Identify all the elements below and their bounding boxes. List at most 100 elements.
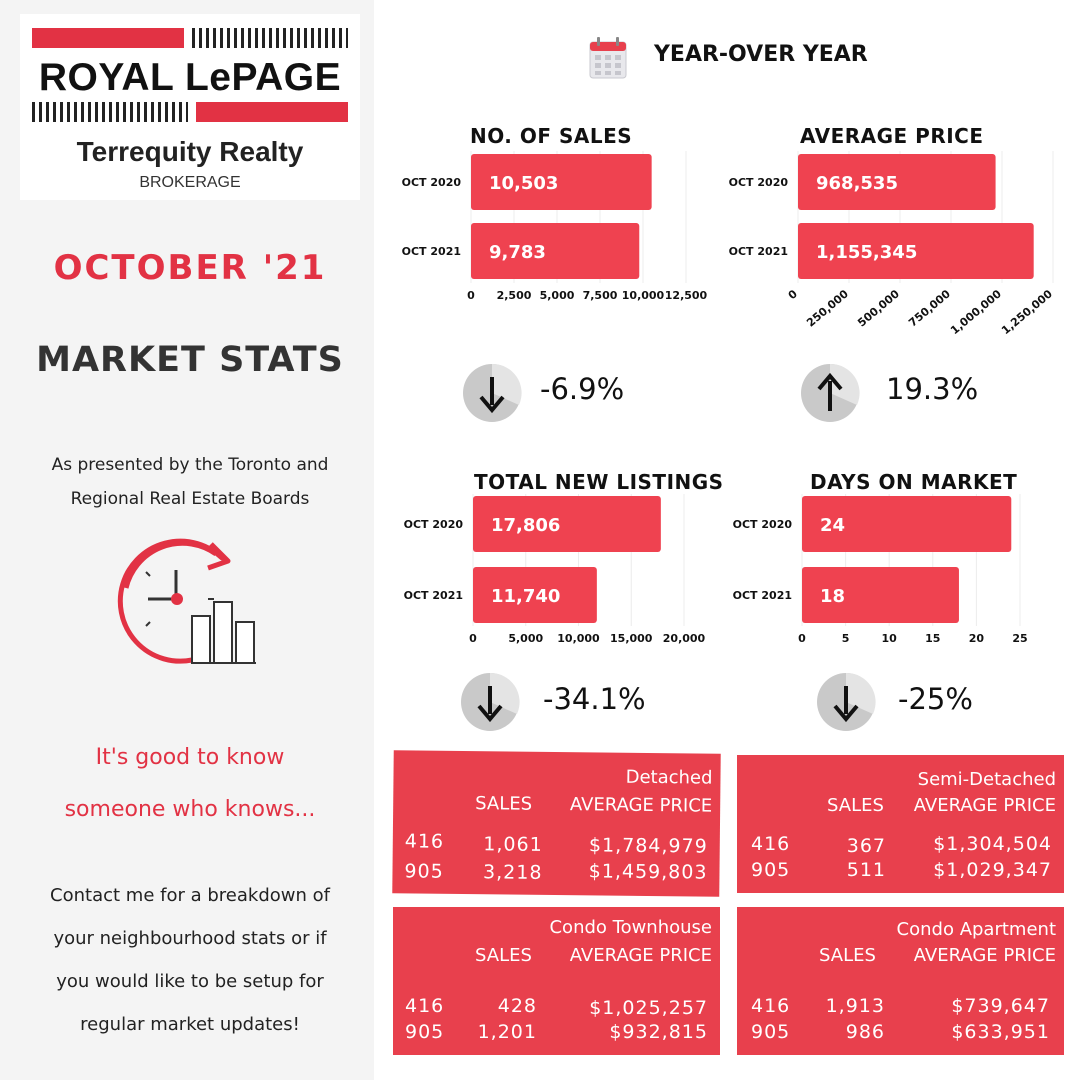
category-label: OCT 2020 [729,176,789,189]
bar [473,496,661,552]
change-price: 19.3% [886,372,979,406]
col-sales-header: SALES [827,795,884,816]
sales-value: 428 [497,995,537,1017]
tick-label: 10,000 [557,632,600,645]
logo-wordmark: ROYAL LePAGE [38,56,342,99]
region-label: 416 [404,830,445,853]
region-label: 416 [751,995,791,1017]
section-title: YEAR-OVER YEAR [654,42,868,67]
logo-stripes-top [192,28,348,48]
sales-value: 3,218 [482,861,543,884]
tick-label: 0 [786,287,800,302]
tick-label: 750,000 [906,287,953,329]
logo-red-bar-top [32,28,184,48]
bar-value-label: 968,535 [816,173,898,194]
region-label: 905 [751,859,791,881]
logo-stripes-bottom [32,102,188,122]
col-price-header: AVERAGE PRICE [913,795,1056,816]
price-value: $1,025,257 [589,997,708,1019]
tick-label: 1,000,000 [948,287,1004,337]
sales-value: 367 [846,835,886,857]
change-sales: -6.9% [540,372,625,406]
bar-value-label: 11,740 [491,586,560,607]
tagline: It's good to know someone who knows... [0,732,380,836]
col-sales-header: SALES [819,945,876,966]
logo-company: Terrequity Realty [76,136,304,167]
tick-label: 20 [969,632,985,645]
tick-label: 5,000 [540,289,575,302]
segment-card-semi-detached: Semi-Detached SALES AVERAGE PRICE 416 36… [737,755,1064,893]
clock-chart-icon [117,538,256,664]
chart-days-on-market: 24 OCT 2020 18 OCT 2021 0 5 10 15 20 25 [733,494,1028,645]
category-label: OCT 2020 [733,518,793,531]
bar-value-label: 10,503 [489,173,558,194]
region-label: 905 [404,860,444,883]
tick-label: 20,000 [663,632,706,645]
logo-red-bar-bottom [196,102,348,122]
down-arrow-icon [817,672,876,731]
tick-label: 500,000 [855,287,902,329]
segment-name: Condo Townhouse [549,917,712,938]
down-arrow-icon [463,363,522,422]
price-value: $739,647 [951,995,1050,1017]
chart-title-dom: DAYS ON MARKET [810,470,1018,494]
price-value: $932,815 [609,1021,708,1043]
sales-value: 1,913 [825,995,885,1017]
tick-label: 7,500 [583,289,618,302]
tick-label: 1,250,000 [999,287,1055,337]
tick-label: 15,000 [610,632,653,645]
tagline-line-1: It's good to know [95,745,285,770]
change-days-on-market: -25% [898,682,973,716]
chart-sales: 10,503 OCT 2020 9,783 OCT 2021 0 2,500 5,000 7,… [402,151,708,302]
col-sales-header: SALES [475,793,533,815]
col-price-header: AVERAGE PRICE [569,794,713,817]
bar [798,154,996,210]
bar-value-label: 24 [820,515,845,536]
segment-card-condo-apartment: Condo Apartment SALES AVERAGE PRICE 416 … [737,907,1064,1055]
category-label: OCT 2021 [402,245,461,258]
bar-value-label: 18 [820,586,845,607]
category-label: OCT 2021 [733,589,792,602]
segment-name: Detached [625,766,713,789]
segment-name: Condo Apartment [896,919,1056,940]
sales-value: 511 [846,859,886,881]
region-label: 416 [405,995,445,1017]
chart-title-listings: TOTAL NEW LISTINGS [474,470,724,494]
bar-value-label: 9,783 [489,242,546,263]
sales-value: 1,201 [477,1021,537,1043]
region-label: 416 [751,833,791,855]
tagline-line-2: someone who knows... [64,797,316,822]
source-note: As presented by the Toronto and Regional… [10,448,370,516]
page-title: MARKET STATS [36,340,344,380]
logo-brokerage: BROKERAGE [139,174,241,191]
tick-label: 0 [798,632,806,645]
tick-label: 12,500 [665,289,708,302]
price-value: $1,784,979 [588,834,708,858]
tick-label: 250,000 [804,287,851,329]
tick-label: 5,000 [508,632,543,645]
sales-value: 1,061 [483,833,543,856]
category-label: OCT 2021 [404,589,463,602]
change-listings: -34.1% [543,682,646,716]
col-price-header: AVERAGE PRICE [569,945,712,966]
up-arrow-icon [801,363,860,422]
chart-average-price: 968,535 OCT 2020 1,155,345 OCT 2021 0 250,000… [729,151,1055,337]
contact-note: Contact me for a breakdown of your neigh… [10,874,370,1046]
segment-card-detached: Detached SALES AVERAGE PRICE 416 1,061 $… [392,750,721,897]
price-value: $1,304,504 [933,833,1052,855]
tick-label: 10,000 [622,289,665,302]
tick-label: 5 [842,632,850,645]
col-sales-header: SALES [475,945,532,966]
down-arrow-icon [461,672,520,731]
tick-label: 0 [469,632,477,645]
bar [802,496,1012,552]
chart-title-price: AVERAGE PRICE [800,124,984,148]
bar [802,567,959,623]
contact-line-1: Contact me for a breakdown of [50,885,330,906]
price-value: $1,029,347 [933,859,1052,881]
region-label: 905 [751,1021,791,1043]
price-value: $633,951 [951,1021,1050,1043]
bar [473,567,597,623]
col-price-header: AVERAGE PRICE [913,945,1056,966]
chart-new-listings: 17,806 OCT 2020 11,740 OCT 2021 0 5,000 10,000… [404,494,706,645]
